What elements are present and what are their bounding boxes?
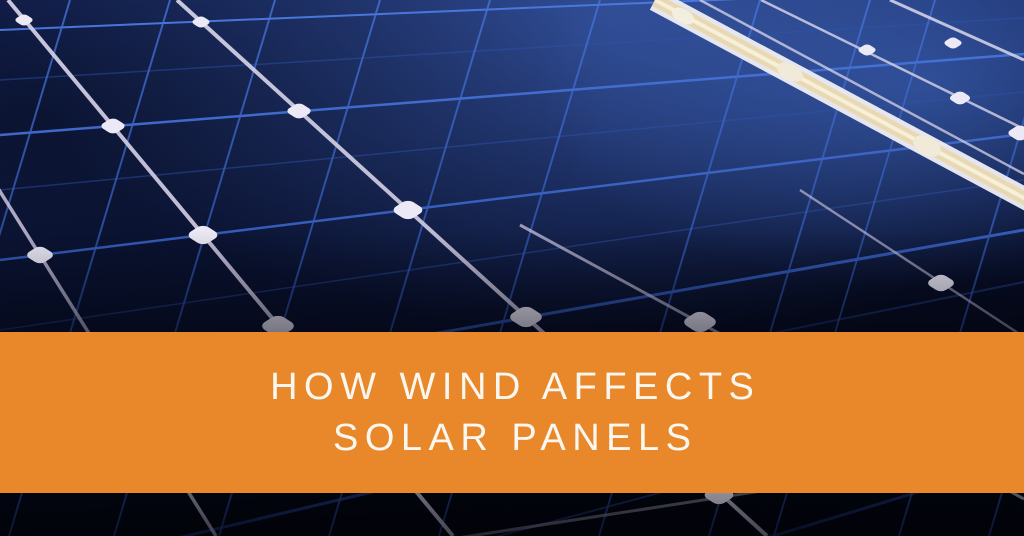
title-line-1: HOW WIND AFFECTS [270,365,761,408]
title-line-2: SOLAR PANELS [332,416,698,459]
title-banner: HOW WIND AFFECTS SOLAR PANELS [0,332,1024,493]
panel-frame-bar [649,0,1024,211]
